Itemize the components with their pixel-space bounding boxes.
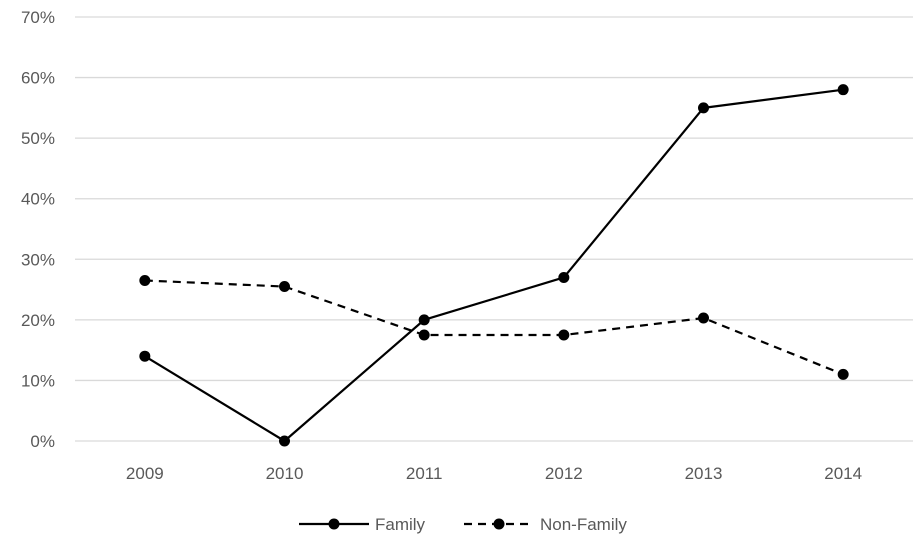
x-tick-label: 2011 — [406, 464, 443, 483]
series-line-non-family — [144, 279, 844, 376]
legend-item-family: Family — [299, 515, 426, 534]
data-point-non-family — [418, 329, 430, 341]
y-axis-ticks: 0% 10% 20% 30% 40% 50% 60% 70% — [21, 8, 55, 451]
legend-label: Family — [375, 515, 426, 534]
x-tick-label: 2013 — [685, 464, 723, 483]
data-point-family — [139, 350, 151, 362]
y-tick-label: 30% — [21, 250, 55, 269]
y-tick-label: 60% — [21, 69, 55, 88]
y-tick-label: 70% — [21, 8, 55, 27]
data-point-non-family — [558, 329, 570, 341]
y-tick-label: 20% — [21, 311, 55, 330]
legend-item-non-family: Non-Family — [464, 515, 627, 534]
y-tick-label: 50% — [21, 129, 55, 148]
legend-swatch-marker — [493, 518, 505, 530]
x-tick-label: 2012 — [545, 464, 583, 483]
data-point-family — [558, 271, 570, 283]
legend-swatch-marker — [328, 518, 340, 530]
y-tick-label: 40% — [21, 190, 55, 209]
data-point-family — [418, 314, 430, 326]
gridlines — [75, 16, 913, 442]
x-tick-label: 2014 — [824, 464, 862, 483]
data-point-non-family — [698, 312, 709, 324]
data-point-non-family — [279, 281, 290, 293]
x-tick-label: 2009 — [126, 464, 164, 483]
legend-label: Non-Family — [540, 515, 627, 534]
legend: Family Non-Family — [299, 515, 627, 534]
y-tick-label: 0% — [30, 432, 55, 451]
data-point-non-family — [139, 274, 151, 286]
series-line-family — [144, 88, 844, 443]
data-point-family — [698, 102, 709, 114]
data-point-non-family — [837, 368, 849, 380]
data-point-family — [279, 435, 290, 447]
data-point-family — [837, 84, 849, 96]
series-layer — [139, 84, 849, 447]
x-axis-ticks: 2009 2010 2011 2012 2013 2014 — [126, 464, 862, 483]
y-tick-label: 10% — [21, 371, 55, 390]
x-tick-label: 2010 — [266, 464, 304, 483]
